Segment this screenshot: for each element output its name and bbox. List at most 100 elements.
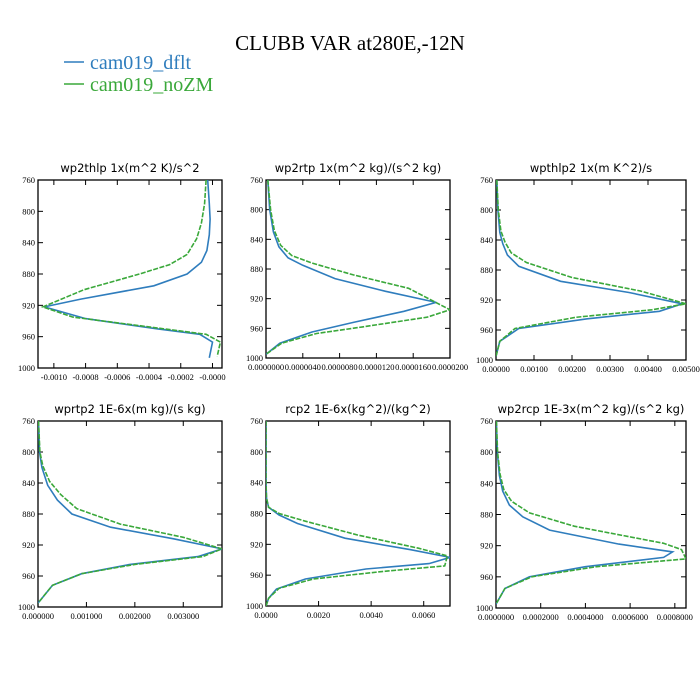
x-tick-label: 0.003000 <box>167 611 199 621</box>
panel-title: wp2rcp 1E-3x(m^2 kg)/(s^2 kg) <box>498 402 685 416</box>
y-tick-label: 760 <box>480 175 493 185</box>
y-tick-label: 1000 <box>246 353 263 363</box>
y-tick-label: 800 <box>250 205 263 215</box>
x-tick-label: 0.0004000 <box>567 612 603 622</box>
plot-frame <box>265 420 451 607</box>
y-tick-label: 880 <box>22 269 35 279</box>
x-tick-label: 0.00100 <box>520 364 548 374</box>
x-tick-label: 0.00300 <box>596 364 624 374</box>
plot-frame <box>265 179 451 359</box>
panel-1: wp2thlp 1x(m^2 K)/s^2 760 800 840 880 920 960 1… <box>18 161 226 382</box>
y-tick-label: 960 <box>480 572 493 582</box>
series-line-dflt <box>266 180 437 355</box>
panel-6: wp2rcp 1E-3x(m^2 kg)/(s^2 kg) 760 800 840 88… <box>476 402 693 622</box>
x-tick-label: 0.0006000 <box>612 612 648 622</box>
series-line-nozm <box>496 180 686 357</box>
figure-title: CLUBB VAR at280E,-12N <box>235 31 465 55</box>
y-tick-label: 840 <box>250 234 263 244</box>
y-tick-label: 800 <box>250 447 263 457</box>
y-tick-label: 960 <box>250 323 263 333</box>
panel-title: wp2thlp 1x(m^2 K)/s^2 <box>60 161 199 175</box>
x-tick-label: 0.0000160 <box>395 362 431 372</box>
y-tick-label: 840 <box>480 235 493 245</box>
x-tick-label: 0.0000 <box>254 610 277 620</box>
series-line-nozm <box>38 421 222 604</box>
plot-frame <box>37 179 223 369</box>
x-tick-label: 0.0000200 <box>432 362 468 372</box>
x-tick-label: 0.0008000 <box>657 612 693 622</box>
y-tick-label: 960 <box>22 571 35 581</box>
y-tick-label: 920 <box>480 295 493 305</box>
y-tick-label: 800 <box>480 447 493 457</box>
x-tick-label: -0.0004 <box>136 372 163 382</box>
x-tick-label: -0.0000 <box>199 372 225 382</box>
series-line-nozm <box>266 421 449 606</box>
y-tick-label: 920 <box>22 300 35 310</box>
panel-title: wprtp2 1E-6x(m kg)/(s kg) <box>54 402 205 416</box>
y-tick-label: 840 <box>22 238 35 248</box>
x-tick-label: 0.0000000 <box>478 612 514 622</box>
y-tick-label: 880 <box>250 509 263 519</box>
x-tick-label: 0.00000 <box>482 364 510 374</box>
plot-frame <box>37 420 223 608</box>
series-line-dflt <box>266 421 450 606</box>
panel-4: wprtp2 1E-6x(m kg)/(s kg) 760 800 840 880 920… <box>18 402 223 621</box>
y-tick-label: 800 <box>22 206 35 216</box>
x-tick-label: -0.0006 <box>104 372 130 382</box>
y-tick-label: 760 <box>250 175 263 185</box>
y-tick-label: 760 <box>250 416 263 426</box>
x-tick-label: 0.0000080 <box>322 362 358 372</box>
x-tick-label: 0.00500 <box>672 364 700 374</box>
y-tick-label: 1000 <box>246 601 263 611</box>
x-tick-label: 0.0060 <box>412 610 435 620</box>
x-tick-label: 0.0000000 <box>248 362 284 372</box>
y-tick-label: 840 <box>480 478 493 488</box>
series-line-nozm <box>496 421 686 605</box>
legend-label-dflt: cam019_dflt <box>90 52 192 74</box>
legend: cam019_dflt cam019_noZM <box>64 52 214 96</box>
y-tick-label: 800 <box>480 205 493 215</box>
x-tick-label: -0.0010 <box>41 372 67 382</box>
panel-3: wpthlp2 1x(m K^2)/s 760 800 840 880 920 960 100… <box>476 161 700 374</box>
x-tick-label: 0.00200 <box>558 364 586 374</box>
x-tick-label: -0.0002 <box>168 372 194 382</box>
y-tick-label: 1000 <box>18 363 35 373</box>
y-tick-label: 760 <box>480 416 493 426</box>
x-tick-label: 0.002000 <box>119 611 151 621</box>
series-line-dflt <box>38 421 222 604</box>
legend-label-nozm: cam019_noZM <box>90 74 214 96</box>
plot-frame <box>495 179 687 361</box>
x-tick-label: 0.0040 <box>359 610 382 620</box>
x-tick-label: 0.0000040 <box>285 362 321 372</box>
y-tick-label: 800 <box>22 447 35 457</box>
y-tick-label: 960 <box>22 332 35 342</box>
series-line-dflt <box>496 180 686 357</box>
series-line-nozm <box>40 180 222 357</box>
y-tick-label: 880 <box>22 509 35 519</box>
y-tick-label: 880 <box>480 510 493 520</box>
x-tick-label: 0.0002000 <box>523 612 559 622</box>
x-tick-label: 0.0020 <box>307 610 330 620</box>
y-tick-label: 960 <box>250 570 263 580</box>
y-tick-label: 1000 <box>18 602 35 612</box>
series-line-dflt <box>44 180 214 358</box>
y-tick-label: 920 <box>250 294 263 304</box>
y-tick-label: 920 <box>250 539 263 549</box>
y-tick-label: 840 <box>22 478 35 488</box>
x-tick-label: 0.000000 <box>22 611 54 621</box>
y-tick-label: 760 <box>22 416 35 426</box>
y-tick-label: 760 <box>22 175 35 185</box>
x-tick-label: 0.0000120 <box>358 362 394 372</box>
panel-title: rcp2 1E-6x(kg^2)/(kg^2) <box>285 402 431 416</box>
y-tick-label: 920 <box>480 541 493 551</box>
panel-2: wp2rtp 1x(m^2 kg)/(s^2 kg) 760 800 840 880 92… <box>246 161 468 372</box>
panel-title: wp2rtp 1x(m^2 kg)/(s^2 kg) <box>275 161 442 175</box>
y-tick-label: 1000 <box>476 355 493 365</box>
y-tick-label: 880 <box>480 265 493 275</box>
y-tick-label: 840 <box>250 478 263 488</box>
x-tick-label: 0.00400 <box>634 364 662 374</box>
panel-5: rcp2 1E-6x(kg^2)/(kg^2) 760 800 840 880 920 96… <box>246 402 451 620</box>
y-tick-label: 960 <box>480 325 493 335</box>
y-tick-label: 1000 <box>476 603 493 613</box>
